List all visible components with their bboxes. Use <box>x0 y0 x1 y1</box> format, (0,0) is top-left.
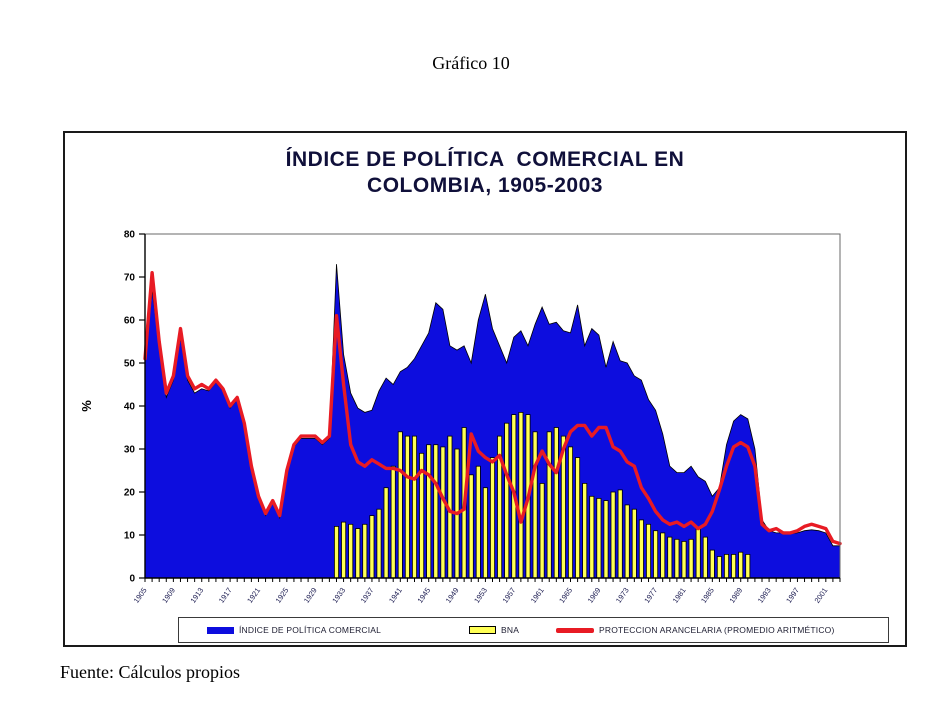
svg-text:1937: 1937 <box>359 586 376 605</box>
svg-text:1909: 1909 <box>160 586 177 605</box>
svg-text:1905: 1905 <box>132 586 149 605</box>
y-axis-title: % <box>79 400 94 412</box>
svg-text:30: 30 <box>124 445 136 456</box>
legend-label-bna: BNA <box>501 625 520 635</box>
svg-text:80: 80 <box>124 230 136 241</box>
svg-text:1977: 1977 <box>642 586 659 605</box>
legend-item-ipc: ÍNDICE DE POLÍTICA COMERCIAL <box>207 618 381 642</box>
svg-text:1949: 1949 <box>444 586 461 605</box>
legend: ÍNDICE DE POLÍTICA COMERCIAL BNA PROTECC… <box>178 617 889 643</box>
svg-text:1933: 1933 <box>330 586 347 605</box>
svg-text:1921: 1921 <box>245 586 262 605</box>
svg-text:1973: 1973 <box>614 586 631 605</box>
legend-item-bna: BNA <box>469 618 519 642</box>
svg-text:1961: 1961 <box>529 586 546 605</box>
legend-item-protection: PROTECCION ARANCELARIA (PROMEDIO ARITMÉT… <box>556 618 835 642</box>
protection-line-swatch <box>556 627 594 633</box>
svg-text:1965: 1965 <box>557 586 574 605</box>
svg-text:1925: 1925 <box>273 586 290 605</box>
svg-text:1981: 1981 <box>671 586 688 605</box>
svg-text:1941: 1941 <box>387 586 404 605</box>
ipc-area-swatch <box>207 626 234 634</box>
svg-text:40: 40 <box>124 402 136 413</box>
svg-text:70: 70 <box>124 273 136 284</box>
x-tick-labels: 1905 1909 1913 1917 1921 1925 1929 1933 1937 1941… <box>132 586 830 605</box>
svg-text:1969: 1969 <box>586 586 603 605</box>
svg-text:50: 50 <box>124 359 136 370</box>
protection-line-series <box>143 270 842 546</box>
svg-text:1917: 1917 <box>217 586 234 605</box>
svg-text:2001: 2001 <box>812 586 829 605</box>
svg-text:10: 10 <box>124 531 136 542</box>
chart-title-line2: COLOMBIA, 1905-2003 <box>367 174 603 197</box>
svg-text:0: 0 <box>129 574 135 585</box>
svg-text:1993: 1993 <box>756 586 773 605</box>
y-tick-labels: 0 10 20 30 40 50 60 70 80 <box>124 230 136 585</box>
legend-label-ipc: ÍNDICE DE POLÍTICA COMERCIAL <box>239 625 382 635</box>
figure-label: Gráfico 10 <box>432 53 510 73</box>
bna-bar-swatch <box>469 626 496 634</box>
svg-text:20: 20 <box>124 488 136 499</box>
legend-label-protection: PROTECCION ARANCELARIA (PROMEDIO ARITMÉT… <box>599 625 835 635</box>
svg-text:1957: 1957 <box>500 586 517 605</box>
svg-text:1953: 1953 <box>472 586 489 605</box>
chart-frame: ÍNDICE DE POLÍTICA COMERCIAL EN COLOMBIA,… <box>63 131 907 647</box>
source-note: Fuente: Cálculos propios <box>60 662 240 682</box>
chart-plot: 1905 1909 1913 1917 1921 1925 1929 1933 1937 1941… <box>79 230 842 605</box>
svg-text:1997: 1997 <box>784 586 801 605</box>
axes <box>139 233 841 582</box>
svg-text:1989: 1989 <box>727 586 744 605</box>
svg-text:1913: 1913 <box>188 586 205 605</box>
chart-title: ÍNDICE DE POLÍTICA COMERCIAL EN COLOMBIA,… <box>65 147 905 199</box>
chart-title-line1: ÍNDICE DE POLÍTICA COMERCIAL EN <box>285 148 685 171</box>
svg-text:60: 60 <box>124 316 136 327</box>
svg-text:%: % <box>79 400 94 412</box>
svg-text:1985: 1985 <box>699 586 716 605</box>
svg-text:1929: 1929 <box>302 586 319 605</box>
svg-text:1945: 1945 <box>415 586 432 605</box>
